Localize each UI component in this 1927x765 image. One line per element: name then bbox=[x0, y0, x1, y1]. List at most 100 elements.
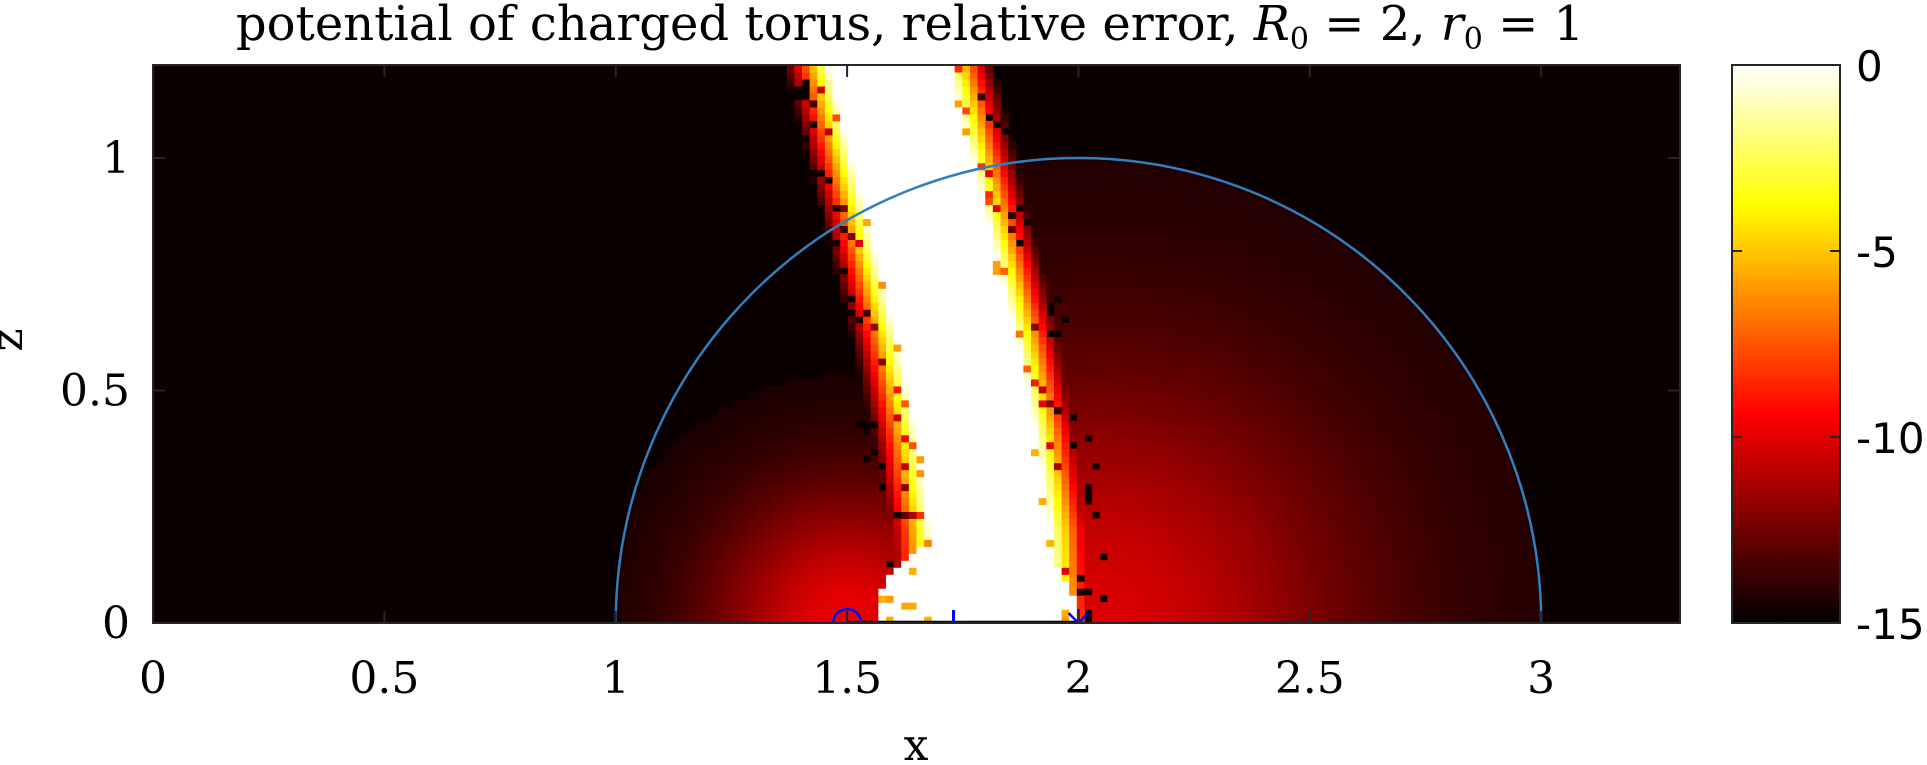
heatmap-cell bbox=[664, 588, 673, 596]
heatmap-cell bbox=[1458, 581, 1467, 589]
heatmap-cell bbox=[672, 518, 681, 526]
heatmap-cell bbox=[947, 330, 956, 338]
heatmap-cell bbox=[786, 588, 795, 596]
heatmap-cell bbox=[1038, 518, 1047, 526]
heatmap-cell bbox=[1061, 490, 1070, 499]
heatmap-cell bbox=[1260, 462, 1269, 471]
heatmap-cell bbox=[992, 553, 1002, 561]
heatmap-cell bbox=[1321, 364, 1330, 373]
heatmap-cell bbox=[916, 560, 925, 568]
heatmap-cell bbox=[1092, 288, 1101, 296]
heatmap-cell bbox=[656, 546, 666, 554]
heatmap-cell bbox=[893, 357, 902, 366]
heatmap-cell bbox=[1374, 413, 1383, 422]
heatmap-cell bbox=[1000, 546, 1009, 554]
heatmap-cell bbox=[1260, 490, 1269, 499]
heatmap-cell bbox=[1046, 427, 1055, 436]
heatmap-cell bbox=[1344, 511, 1353, 519]
heatmap-cell bbox=[824, 539, 834, 547]
heatmap-cell bbox=[771, 546, 780, 554]
heatmap-cell bbox=[863, 469, 872, 478]
heatmap-cell bbox=[710, 427, 719, 436]
heatmap-cell bbox=[1008, 574, 1017, 582]
heatmap-cell bbox=[1221, 462, 1231, 471]
heatmap-cell bbox=[1298, 455, 1307, 464]
heatmap-cell bbox=[885, 420, 895, 429]
heatmap-cell bbox=[1069, 497, 1078, 506]
heatmap-cell bbox=[1237, 378, 1246, 387]
heatmap-cell bbox=[1359, 469, 1368, 478]
heatmap-cell bbox=[916, 406, 925, 415]
heatmap-cell bbox=[1420, 567, 1429, 575]
heatmap-cell bbox=[1466, 588, 1475, 596]
heatmap-cell bbox=[1374, 350, 1383, 359]
heatmap-cell bbox=[672, 581, 681, 589]
heatmap-cell bbox=[1443, 490, 1452, 499]
heatmap-cell bbox=[908, 602, 918, 610]
heatmap-cell bbox=[1458, 455, 1467, 464]
heatmap-cell bbox=[1374, 330, 1383, 338]
heatmap-cell bbox=[664, 497, 673, 506]
heatmap-cell bbox=[817, 385, 826, 394]
heatmap-cell bbox=[1214, 532, 1223, 540]
heatmap-cell bbox=[1344, 490, 1353, 499]
heatmap-cell bbox=[1359, 490, 1368, 499]
heatmap-cell bbox=[1275, 609, 1284, 617]
heatmap-cell bbox=[1290, 476, 1299, 485]
heatmap-cell bbox=[893, 406, 902, 415]
title-R-symbol: R bbox=[1253, 0, 1290, 52]
heatmap-cell bbox=[1374, 420, 1383, 429]
heatmap-cell bbox=[947, 344, 956, 352]
heatmap-cell bbox=[1443, 441, 1452, 450]
heatmap-cell bbox=[901, 357, 910, 366]
heatmap-cell bbox=[649, 511, 658, 519]
heatmap-cell bbox=[1214, 483, 1223, 492]
heatmap-cell bbox=[1076, 546, 1086, 554]
heatmap-cell bbox=[1397, 399, 1406, 408]
heatmap-cell bbox=[1405, 455, 1414, 464]
heatmap-cell bbox=[1229, 392, 1238, 401]
heatmap-cell bbox=[870, 462, 879, 471]
heatmap-cell bbox=[801, 378, 811, 387]
heatmap-cell bbox=[771, 581, 780, 589]
heatmap-cell bbox=[893, 392, 902, 401]
heatmap-cell bbox=[1069, 504, 1078, 512]
heatmap-cell bbox=[1176, 476, 1185, 485]
heatmap-cell bbox=[695, 448, 704, 457]
heatmap-cell bbox=[1313, 574, 1322, 582]
heatmap-cell bbox=[817, 378, 826, 387]
heatmap-cell bbox=[1496, 441, 1505, 450]
heatmap-cell bbox=[878, 309, 887, 317]
heatmap-cell bbox=[771, 539, 780, 547]
heatmap-cell bbox=[1489, 525, 1498, 533]
heatmap-cell bbox=[908, 532, 918, 540]
heatmap-cell bbox=[1260, 295, 1269, 303]
heatmap-cell bbox=[878, 448, 887, 457]
heatmap-cell bbox=[634, 511, 643, 519]
heatmap-cell bbox=[977, 602, 986, 610]
heatmap-cell bbox=[1397, 567, 1406, 575]
heatmap-cell bbox=[794, 469, 803, 478]
heatmap-cell bbox=[1282, 497, 1292, 506]
heatmap-cell bbox=[969, 323, 979, 331]
heatmap-cell bbox=[1305, 455, 1315, 464]
heatmap-cell bbox=[1420, 595, 1429, 603]
heatmap-cell bbox=[1405, 525, 1414, 533]
heatmap-cell bbox=[1366, 323, 1376, 331]
heatmap-cell bbox=[1275, 483, 1284, 492]
heatmap-cell bbox=[1061, 295, 1070, 303]
heatmap-cell bbox=[1145, 364, 1154, 373]
heatmap-cell bbox=[1046, 609, 1055, 617]
heatmap-cell bbox=[771, 525, 780, 533]
heatmap-cell bbox=[969, 497, 979, 506]
heatmap-cell bbox=[1374, 483, 1383, 492]
heatmap-cell bbox=[1252, 385, 1261, 394]
heatmap-cell bbox=[1282, 344, 1292, 352]
heatmap-cell bbox=[1305, 497, 1315, 506]
heatmap-cell bbox=[1275, 469, 1284, 478]
heatmap-cell bbox=[947, 602, 956, 610]
heatmap-cell bbox=[924, 281, 933, 289]
heatmap-cell bbox=[1397, 539, 1406, 547]
heatmap-cell bbox=[1351, 441, 1360, 450]
heatmap-cell bbox=[1061, 588, 1070, 596]
